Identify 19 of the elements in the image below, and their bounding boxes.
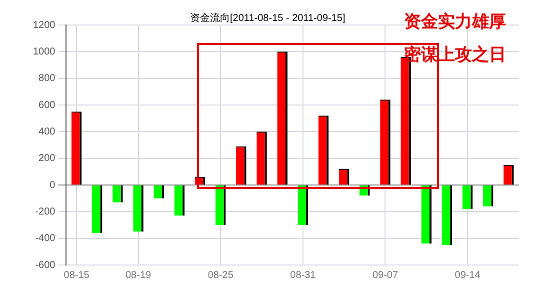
- y-tick-label: 800: [38, 73, 56, 84]
- x-tick-label: 08-19: [125, 270, 152, 281]
- y-tick-label: -600: [35, 260, 56, 271]
- y-tick-label: 1000: [32, 46, 56, 58]
- x-tick-label: 09-14: [454, 270, 481, 281]
- y-tick-label: 400: [38, 126, 56, 138]
- y-tick-label: 0: [50, 180, 56, 191]
- y-tick-label: 1200: [32, 20, 56, 31]
- y-tick-label: 600: [38, 100, 56, 111]
- y-tick-label: 200: [38, 153, 56, 164]
- chart-title: 资金流向[2011-08-15 - 2011-09-15]: [190, 12, 346, 25]
- y-tick-label: -400: [35, 233, 56, 244]
- annotation: 资金实力雄厚: [404, 11, 506, 33]
- x-tick-label: 09-07: [372, 270, 398, 281]
- y-tick-label: -200: [35, 206, 56, 218]
- x-tick-label: 08-15: [64, 270, 90, 281]
- x-tick-label: 08-25: [208, 270, 234, 281]
- x-tick-label: 08-31: [290, 270, 316, 281]
- annotation: 密谋上攻之日: [404, 44, 506, 66]
